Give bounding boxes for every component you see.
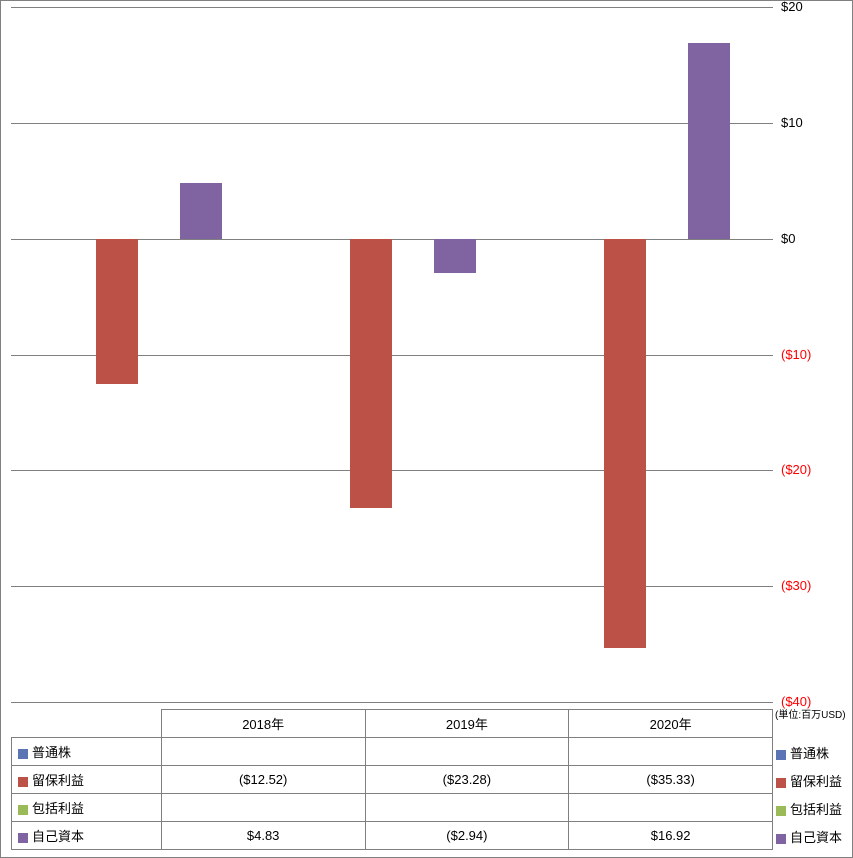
y-tick-label: ($10) <box>781 347 841 362</box>
table-cell <box>161 794 365 822</box>
legend-swatch <box>18 777 28 787</box>
plot-area <box>11 7 773 702</box>
y-tick-label: $20 <box>781 0 841 14</box>
table-cell <box>161 738 365 766</box>
table-row-header: 留保利益 <box>12 766 162 794</box>
table-cell: ($12.52) <box>161 766 365 794</box>
legend-label: 普通株 <box>790 746 829 761</box>
table-cell <box>365 738 569 766</box>
bar-留保利益 <box>604 239 646 648</box>
table-cell: ($2.94) <box>365 822 569 850</box>
table-cell <box>569 794 773 822</box>
table-row-header: 包括利益 <box>12 794 162 822</box>
data-table: 2018年2019年2020年普通株留保利益($12.52)($23.28)($… <box>11 709 773 850</box>
bar-自己資本 <box>180 183 222 239</box>
chart-container: ($40)($30)($20)($10)$0$10$20 (単位:百万USD) … <box>0 0 853 858</box>
table-cell: ($35.33) <box>569 766 773 794</box>
series-name: 包括利益 <box>32 801 84 816</box>
gridline <box>11 123 773 124</box>
table-row-header: 普通株 <box>12 738 162 766</box>
legend-swatch <box>776 778 786 788</box>
table-col-header: 2020年 <box>569 710 773 738</box>
legend-label: 包括利益 <box>790 802 842 817</box>
bar-自己資本 <box>688 43 730 239</box>
legend-swatch <box>776 834 786 844</box>
table-row: 自己資本 $4.83($2.94)$16.92 <box>12 822 773 850</box>
legend-swatch <box>18 805 28 815</box>
legend-swatch <box>18 749 28 759</box>
table-cell: ($23.28) <box>365 766 569 794</box>
gridline <box>11 7 773 8</box>
y-tick-label: $10 <box>781 115 841 130</box>
series-name: 普通株 <box>32 745 71 760</box>
legend-swatch <box>18 833 28 843</box>
table-cell <box>365 794 569 822</box>
table-col-header: 2019年 <box>365 710 569 738</box>
unit-label: (単位:百万USD) <box>775 706 846 721</box>
bar-自己資本 <box>434 239 476 273</box>
table-cell: $16.92 <box>569 822 773 850</box>
y-tick-label: ($20) <box>781 462 841 477</box>
gridline <box>11 470 773 471</box>
right-legend-item: 包括利益 <box>776 799 842 818</box>
right-legend-item: 普通株 <box>776 743 829 762</box>
table-cell: $4.83 <box>161 822 365 850</box>
right-legend-item: 留保利益 <box>776 771 842 790</box>
table-col-header: 2018年 <box>161 710 365 738</box>
bar-留保利益 <box>350 239 392 509</box>
legend-label: 自己資本 <box>790 830 842 845</box>
y-tick-label: ($30) <box>781 578 841 593</box>
table-row: 普通株 <box>12 738 773 766</box>
legend-label: 留保利益 <box>790 774 842 789</box>
gridline <box>11 586 773 587</box>
table-row: 包括利益 <box>12 794 773 822</box>
table-cell <box>569 738 773 766</box>
gridline <box>11 702 773 703</box>
table-row-header: 自己資本 <box>12 822 162 850</box>
table-row: 留保利益 ($12.52)($23.28)($35.33) <box>12 766 773 794</box>
series-name: 自己資本 <box>32 829 84 844</box>
bar-留保利益 <box>96 239 138 384</box>
series-name: 留保利益 <box>32 773 84 788</box>
legend-swatch <box>776 806 786 816</box>
y-tick-label: $0 <box>781 231 841 246</box>
right-legend-item: 自己資本 <box>776 827 842 846</box>
legend-swatch <box>776 750 786 760</box>
table-corner <box>12 710 162 738</box>
